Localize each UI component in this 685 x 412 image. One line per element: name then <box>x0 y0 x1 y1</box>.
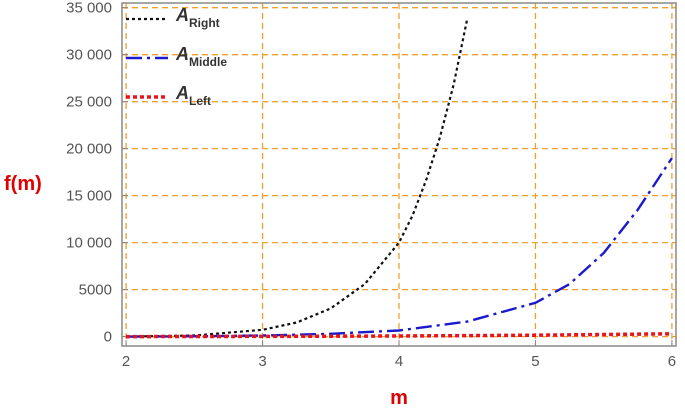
y-tick-label: 10 000 <box>66 235 112 252</box>
y-tick-label: 5000 <box>79 282 112 299</box>
axis-ticks: 2 3 4 5 6 0 5000 10 000 15 000 20 000 25 000 30 000… <box>66 0 676 370</box>
legend-label-middle: AMiddle <box>175 44 227 69</box>
legend-label-left: ALeft <box>175 83 211 108</box>
y-tick-label: 0 <box>104 329 112 346</box>
series-line-right <box>126 18 469 338</box>
legend-label-right: ARight <box>175 5 220 30</box>
series-lines <box>126 18 673 339</box>
legend: ARight AMiddle ALeft <box>126 5 227 108</box>
y-tick-label: 20 000 <box>66 141 112 158</box>
y-tick-label: 25 000 <box>66 94 112 111</box>
y-tick-label: 15 000 <box>66 188 112 205</box>
grid <box>122 3 676 346</box>
x-axis-label: m <box>390 387 408 409</box>
x-tick-label: 3 <box>258 353 266 370</box>
y-axis-label: f(m) <box>4 173 42 195</box>
x-tick-label: 4 <box>395 353 403 370</box>
x-tick-label: 2 <box>122 353 130 370</box>
series-line-middle <box>126 157 673 338</box>
y-tick-label: 35 000 <box>66 0 112 17</box>
x-tick-label: 6 <box>668 353 676 370</box>
y-tick-label: 30 000 <box>66 47 112 64</box>
x-tick-label: 5 <box>531 353 539 370</box>
